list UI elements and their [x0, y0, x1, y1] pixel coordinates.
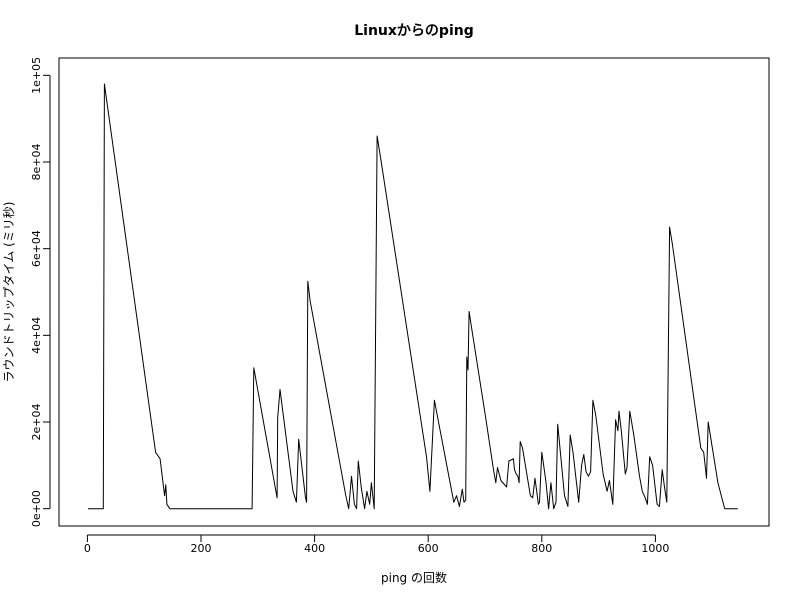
- chart-title: Linuxからのping: [354, 23, 474, 39]
- x-axis: 0 200 400 600 800 1000: [84, 534, 669, 555]
- y-axis: 0e+00 2e+04 4e+04 6e+04 8e+04 1e+05: [30, 57, 51, 527]
- plot-frame: [58, 57, 770, 527]
- x-axis-label: ping の回数: [381, 570, 447, 585]
- x-tick-label: 600: [418, 542, 439, 555]
- y-tick-label: 1e+05: [30, 57, 43, 94]
- y-tick-label: 4e+04: [30, 317, 43, 354]
- y-tick-label: 8e+04: [30, 144, 43, 181]
- y-tick-label: 0e+00: [30, 490, 43, 527]
- y-tick-label: 2e+04: [30, 404, 43, 441]
- rtt-series-line: [88, 83, 738, 510]
- x-tick-label: 1000: [641, 542, 669, 555]
- x-tick-label: 0: [84, 542, 91, 555]
- x-tick-label: 800: [531, 542, 552, 555]
- y-tick-label: 6e+04: [30, 230, 43, 267]
- x-tick-label: 400: [304, 542, 325, 555]
- series-layer: [88, 83, 738, 510]
- y-axis-label: ラウンドトリップタイム (ミリ秒): [2, 202, 16, 383]
- x-tick-label: 200: [191, 542, 212, 555]
